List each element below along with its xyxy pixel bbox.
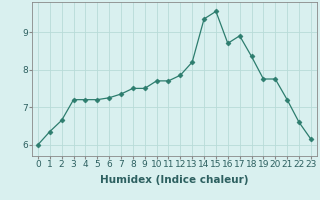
X-axis label: Humidex (Indice chaleur): Humidex (Indice chaleur) (100, 175, 249, 185)
